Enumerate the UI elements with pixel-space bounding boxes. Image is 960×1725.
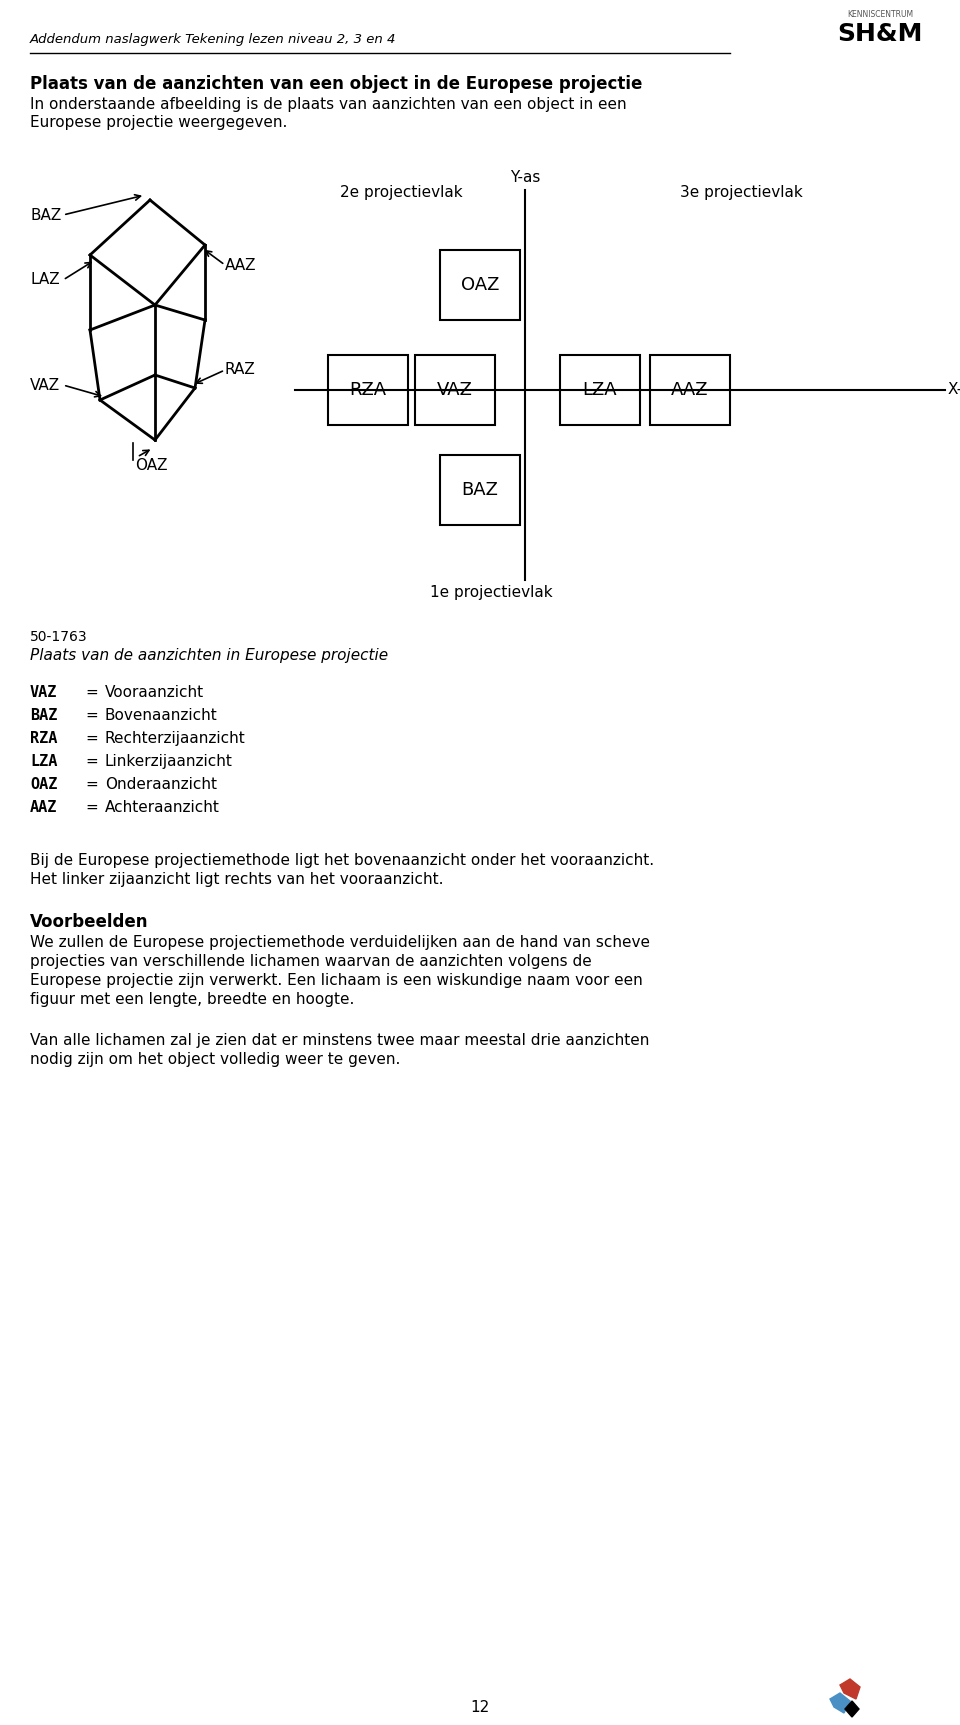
Text: =: = <box>85 731 98 745</box>
Text: projecties van verschillende lichamen waarvan de aanzichten volgens de: projecties van verschillende lichamen wa… <box>30 954 591 969</box>
Bar <box>440 455 520 524</box>
Text: 2e projectievlak: 2e projectievlak <box>340 185 463 200</box>
Text: OAZ: OAZ <box>461 276 499 293</box>
Text: =: = <box>85 754 98 769</box>
Text: VAZ: VAZ <box>30 378 60 393</box>
Text: Addendum naslagwerk Tekening lezen niveau 2, 3 en 4: Addendum naslagwerk Tekening lezen nivea… <box>30 33 396 47</box>
Bar <box>650 355 730 424</box>
Bar <box>440 250 520 321</box>
Text: 1e projectievlak: 1e projectievlak <box>430 585 553 600</box>
Text: Rechterzijaanzicht: Rechterzijaanzicht <box>105 731 246 745</box>
Text: LZA: LZA <box>30 754 58 769</box>
Text: RZA: RZA <box>30 731 58 745</box>
Text: LAZ: LAZ <box>30 273 60 288</box>
Text: BAZ: BAZ <box>462 481 498 499</box>
Text: AAZ: AAZ <box>225 257 256 273</box>
Text: We zullen de Europese projectiemethode verduidelijken aan de hand van scheve: We zullen de Europese projectiemethode v… <box>30 935 650 950</box>
Text: VAZ: VAZ <box>437 381 473 398</box>
Text: Voorbeelden: Voorbeelden <box>30 913 149 932</box>
Text: Linkerzijaanzicht: Linkerzijaanzicht <box>105 754 233 769</box>
Text: Europese projectie zijn verwerkt. Een lichaam is een wiskundige naam voor een: Europese projectie zijn verwerkt. Een li… <box>30 973 643 988</box>
Text: LZA: LZA <box>583 381 617 398</box>
Text: In onderstaande afbeelding is de plaats van aanzichten van een object in een: In onderstaande afbeelding is de plaats … <box>30 97 627 112</box>
Text: 3e projectievlak: 3e projectievlak <box>680 185 803 200</box>
Text: Bij de Europese projectiemethode ligt het bovenaanzicht onder het vooraanzicht.: Bij de Europese projectiemethode ligt he… <box>30 852 654 868</box>
Text: Onderaanzicht: Onderaanzicht <box>105 776 217 792</box>
Text: Bovenaanzicht: Bovenaanzicht <box>105 707 218 723</box>
Text: X-as: X-as <box>948 383 960 397</box>
Text: =: = <box>85 707 98 723</box>
Text: Het linker zijaanzicht ligt rechts van het vooraanzicht.: Het linker zijaanzicht ligt rechts van h… <box>30 873 444 887</box>
Bar <box>328 355 408 424</box>
Text: 12: 12 <box>470 1701 490 1715</box>
Text: AAZ: AAZ <box>671 381 708 398</box>
Bar <box>415 355 495 424</box>
Polygon shape <box>845 1701 859 1716</box>
Text: Achteraanzicht: Achteraanzicht <box>105 800 220 814</box>
Bar <box>560 355 640 424</box>
Text: Van alle lichamen zal je zien dat er minstens twee maar meestal drie aanzichten: Van alle lichamen zal je zien dat er min… <box>30 1033 649 1049</box>
Text: KENNISCENTRUM: KENNISCENTRUM <box>847 10 913 19</box>
Text: 50-1763: 50-1763 <box>30 630 87 643</box>
Polygon shape <box>840 1678 860 1699</box>
Text: =: = <box>85 776 98 792</box>
Text: OAZ: OAZ <box>30 776 58 792</box>
Polygon shape <box>830 1692 850 1713</box>
Text: RAZ: RAZ <box>225 362 255 378</box>
Text: RZA: RZA <box>349 381 387 398</box>
Text: =: = <box>85 685 98 700</box>
Text: AAZ: AAZ <box>30 800 58 814</box>
Text: Vooraanzicht: Vooraanzicht <box>105 685 204 700</box>
Text: OAZ: OAZ <box>135 457 167 473</box>
Text: Plaats van de aanzichten in Europese projectie: Plaats van de aanzichten in Europese pro… <box>30 649 388 662</box>
Text: nodig zijn om het object volledig weer te geven.: nodig zijn om het object volledig weer t… <box>30 1052 400 1068</box>
Text: BAZ: BAZ <box>30 707 58 723</box>
Text: Europese projectie weergegeven.: Europese projectie weergegeven. <box>30 116 287 129</box>
Text: Plaats van de aanzichten van een object in de Europese projectie: Plaats van de aanzichten van een object … <box>30 74 642 93</box>
Text: figuur met een lengte, breedte en hoogte.: figuur met een lengte, breedte en hoogte… <box>30 992 354 1007</box>
Text: =: = <box>85 800 98 814</box>
Text: Y-as: Y-as <box>510 171 540 185</box>
Text: VAZ: VAZ <box>30 685 58 700</box>
Text: SH&M: SH&M <box>837 22 923 47</box>
Text: BAZ: BAZ <box>30 207 61 223</box>
